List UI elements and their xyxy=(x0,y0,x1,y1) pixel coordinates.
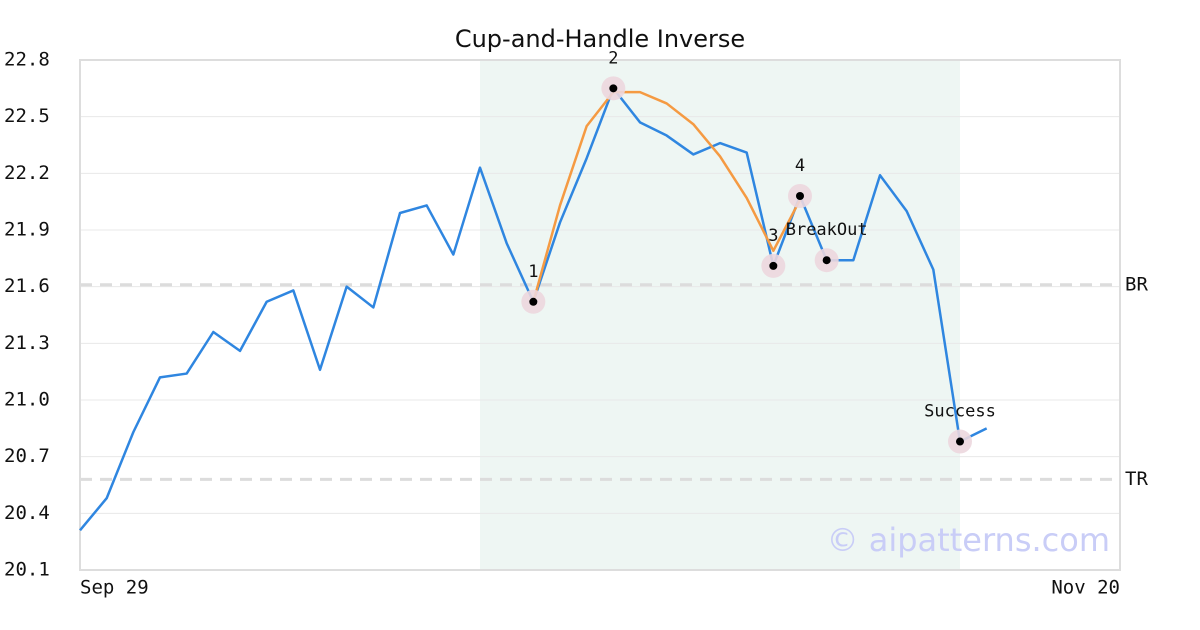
annotation-label: 3 xyxy=(768,226,778,246)
annotation-label: Success xyxy=(924,402,996,422)
annotation-label: 2 xyxy=(608,48,618,68)
x-tick-label: Sep 29 xyxy=(80,577,149,599)
highlight-band xyxy=(480,60,960,570)
annotation-dot xyxy=(956,437,964,446)
level-label: BR xyxy=(1125,273,1148,295)
annotation-label: BreakOut xyxy=(786,220,868,240)
y-tick-label: 20.7 xyxy=(4,445,50,467)
y-tick-label: 20.1 xyxy=(4,559,50,581)
annotation-dot xyxy=(609,84,618,93)
annotation-dot xyxy=(769,261,778,270)
level-label: TR xyxy=(1125,468,1148,490)
y-tick-label: 21.6 xyxy=(4,275,50,297)
y-tick-label: 22.2 xyxy=(4,162,50,184)
y-tick-label: 22.8 xyxy=(4,49,50,71)
annotation-label: 4 xyxy=(795,156,805,176)
chart-title: Cup-and-Handle Inverse xyxy=(455,25,745,53)
annotation-dot xyxy=(822,256,831,265)
watermark: © aipatterns.com xyxy=(827,521,1110,559)
y-tick-label: 21.3 xyxy=(4,332,50,354)
y-tick-label: 21.9 xyxy=(4,219,50,241)
series-line xyxy=(532,90,802,303)
y-tick-label: 22.5 xyxy=(4,105,50,127)
plot-border xyxy=(79,59,1121,571)
y-tick-label: 20.4 xyxy=(4,502,50,524)
x-tick-label: Nov 20 xyxy=(1051,577,1120,599)
annotation-dot xyxy=(529,297,538,306)
y-tick-label: 21.0 xyxy=(4,389,50,411)
annotation-dot xyxy=(796,192,804,200)
annotation-label: 1 xyxy=(528,262,538,282)
